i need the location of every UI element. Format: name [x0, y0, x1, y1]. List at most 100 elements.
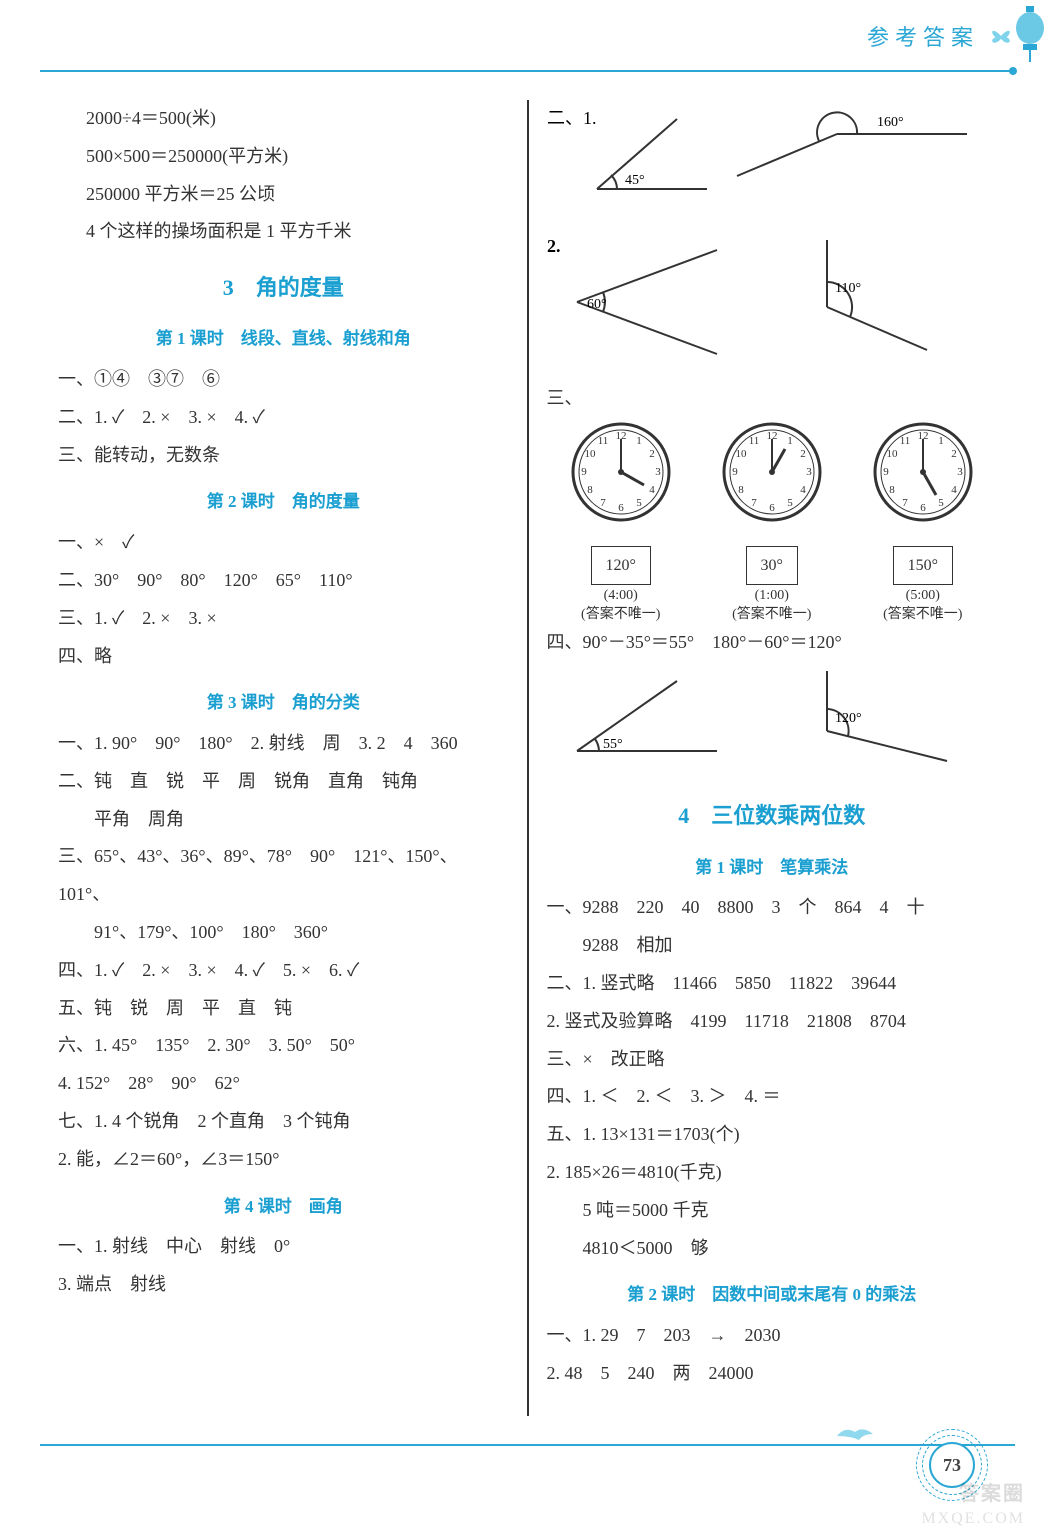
svg-text:8: 8: [889, 484, 895, 496]
svg-text:3: 3: [806, 466, 812, 478]
text-line: 一、9288 220 40 8800 3 个 864 4 十: [547, 889, 998, 927]
svg-text:9: 9: [883, 466, 889, 478]
svg-text:7: 7: [902, 497, 908, 509]
text-line: 2000÷4＝500(米): [58, 100, 509, 138]
svg-text:11: 11: [899, 435, 910, 447]
lantern-icon: [1013, 6, 1047, 64]
svg-text:5: 5: [938, 497, 944, 509]
section-label: 二、1.: [547, 108, 597, 128]
svg-text:1: 1: [787, 435, 793, 447]
chapter-title: 4 三位数乘两位数: [547, 793, 998, 839]
text-line: 9288 相加: [547, 927, 998, 965]
svg-text:1: 1: [938, 435, 944, 447]
svg-text:7: 7: [751, 497, 757, 509]
clock-angle-box: 30°: [746, 546, 798, 586]
header-title: 参考答案: [867, 20, 979, 52]
svg-text:5: 5: [787, 497, 793, 509]
text-line: 七、1. 4 个锐角 2 个直角 3 个钝角: [58, 1103, 509, 1141]
svg-text:8: 8: [587, 484, 593, 496]
svg-text:10: 10: [735, 448, 747, 460]
lesson-title: 第 2 课时 因数中间或末尾有 0 的乘法: [547, 1277, 998, 1313]
angle-label: 110°: [835, 281, 861, 296]
text-line: 一、1. 射线 中心 射线 0°: [58, 1228, 509, 1266]
clocks-section: 三、 1212 345 678 91011: [547, 380, 998, 624]
svg-text:4: 4: [951, 484, 957, 496]
clock-item: 1212 345 678 91011 30° (1:00) (答案不唯一): [701, 417, 843, 623]
text-line: 一、1. 29 7 203 → 2030: [547, 1317, 998, 1355]
clock-note: (答案不唯一): [547, 606, 695, 624]
svg-text:2: 2: [649, 448, 655, 460]
footer-rule: [40, 1444, 1015, 1446]
svg-text:4: 4: [800, 484, 806, 496]
clock-time: (5:00): [849, 587, 997, 605]
text-line: 2. 185×26＝4810(千克): [547, 1154, 998, 1192]
svg-text:10: 10: [886, 448, 898, 460]
text-line: 2. 48 5 240 两 24000: [547, 1355, 998, 1393]
clock-icon: 1212 345 678 91011: [868, 417, 978, 527]
clock-note: (答案不唯一): [849, 606, 997, 624]
svg-text:5: 5: [636, 497, 642, 509]
lesson-title: 第 1 课时 笔算乘法: [547, 850, 998, 886]
svg-text:3: 3: [957, 466, 963, 478]
svg-text:6: 6: [769, 502, 775, 514]
text-line: 4810＜5000 够: [547, 1230, 998, 1268]
svg-text:10: 10: [584, 448, 596, 460]
angle-diagram: 55° 120°: [547, 666, 987, 766]
angle-figure-row: 二、1. 45° 160°: [547, 104, 998, 228]
clock-angle-box: 120°: [591, 546, 651, 586]
text-line: 三、1. ✓ 2. × 3. ×: [58, 600, 509, 638]
svg-text:1: 1: [636, 435, 642, 447]
lesson-title: 第 4 课时 画角: [58, 1189, 509, 1225]
watermark-text: 答案圈: [959, 1477, 1025, 1506]
content-columns: 2000÷4＝500(米) 500×500＝250000(平方米) 250000…: [40, 100, 1015, 1416]
svg-text:6: 6: [920, 502, 926, 514]
text-line: 5 吨＝5000 千克: [547, 1192, 998, 1230]
text-line: 二、30° 90° 80° 120° 65° 110°: [58, 562, 509, 600]
text-line: 91°、179°、100° 180° 360°: [58, 914, 509, 952]
text-line: 一、1. 90° 90° 180° 2. 射线 周 3. 2 4 360: [58, 725, 509, 763]
header-rule: [40, 70, 1015, 72]
watermark-url: MXQE.COM: [921, 1510, 1025, 1528]
clock-item: 1212 345 678 91011 150° (5:00) (答案不唯一): [849, 417, 997, 623]
svg-text:9: 9: [581, 466, 587, 478]
text-line: 四、90°－35°＝55° 180°－60°＝120°: [547, 624, 998, 662]
angle-figure-row: 2. 60° 110°: [547, 232, 998, 376]
angle-label: 120°: [835, 711, 862, 726]
text-line: 二、1. 竖式略 11466 5850 11822 39644: [547, 965, 998, 1003]
section-label: 三、: [547, 388, 583, 408]
text-line: 三、× 改正略: [547, 1041, 998, 1079]
clock-icon: 1212 345 678 91011: [717, 417, 827, 527]
text-line: 一、①④ ③⑦ ⑥: [58, 361, 509, 399]
svg-text:8: 8: [738, 484, 744, 496]
svg-text:4: 4: [649, 484, 655, 496]
text-line: 三、能转动，无数条: [58, 437, 509, 475]
clock-note: (答案不唯一): [701, 606, 843, 624]
text-line: 2. 能，∠2＝60°，∠3＝150°: [58, 1141, 509, 1179]
angle-diagram: 二、1. 45° 160°: [547, 104, 987, 214]
angle-label: 55°: [603, 737, 623, 752]
page-header: 参考答案: [867, 20, 1015, 52]
svg-text:2: 2: [800, 448, 806, 460]
angle-label: 45°: [625, 173, 645, 188]
chapter-title: 3 角的度量: [58, 265, 509, 311]
clock-time: (1:00): [701, 587, 843, 605]
bird-icon: [835, 1420, 875, 1444]
lesson-title: 第 3 课时 角的分类: [58, 685, 509, 721]
text-line: 三、65°、43°、36°、89°、78° 90° 121°、150°、101°…: [58, 838, 509, 914]
angle-label: 160°: [877, 115, 904, 130]
clock-time: (4:00): [547, 587, 695, 605]
angle-diagram: 2. 60° 110°: [547, 232, 987, 362]
text-line: 500×500＝250000(平方米): [58, 138, 509, 176]
text-line: 五、钝 锐 周 平 直 钝: [58, 990, 509, 1028]
text-line: 四、1. ＜ 2. ＜ 3. ＞ 4. ＝: [547, 1078, 998, 1116]
clock-angle-box: 150°: [893, 546, 953, 586]
text-line: 六、1. 45° 135° 2. 30° 3. 50° 50°: [58, 1027, 509, 1065]
svg-text:2: 2: [951, 448, 957, 460]
clocks-row: 1212 345 678 91011 120° (4:00) (答案不唯一): [547, 417, 998, 623]
text-line: 4. 152° 28° 90° 62°: [58, 1065, 509, 1103]
angle-figure-row: 55° 120°: [547, 666, 998, 780]
angle-label: 60°: [587, 297, 607, 312]
text-line: 五、1. 13×131＝1703(个): [547, 1116, 998, 1154]
clock-item: 1212 345 678 91011 120° (4:00) (答案不唯一): [547, 417, 695, 623]
text-line: 一、× ✓: [58, 524, 509, 562]
